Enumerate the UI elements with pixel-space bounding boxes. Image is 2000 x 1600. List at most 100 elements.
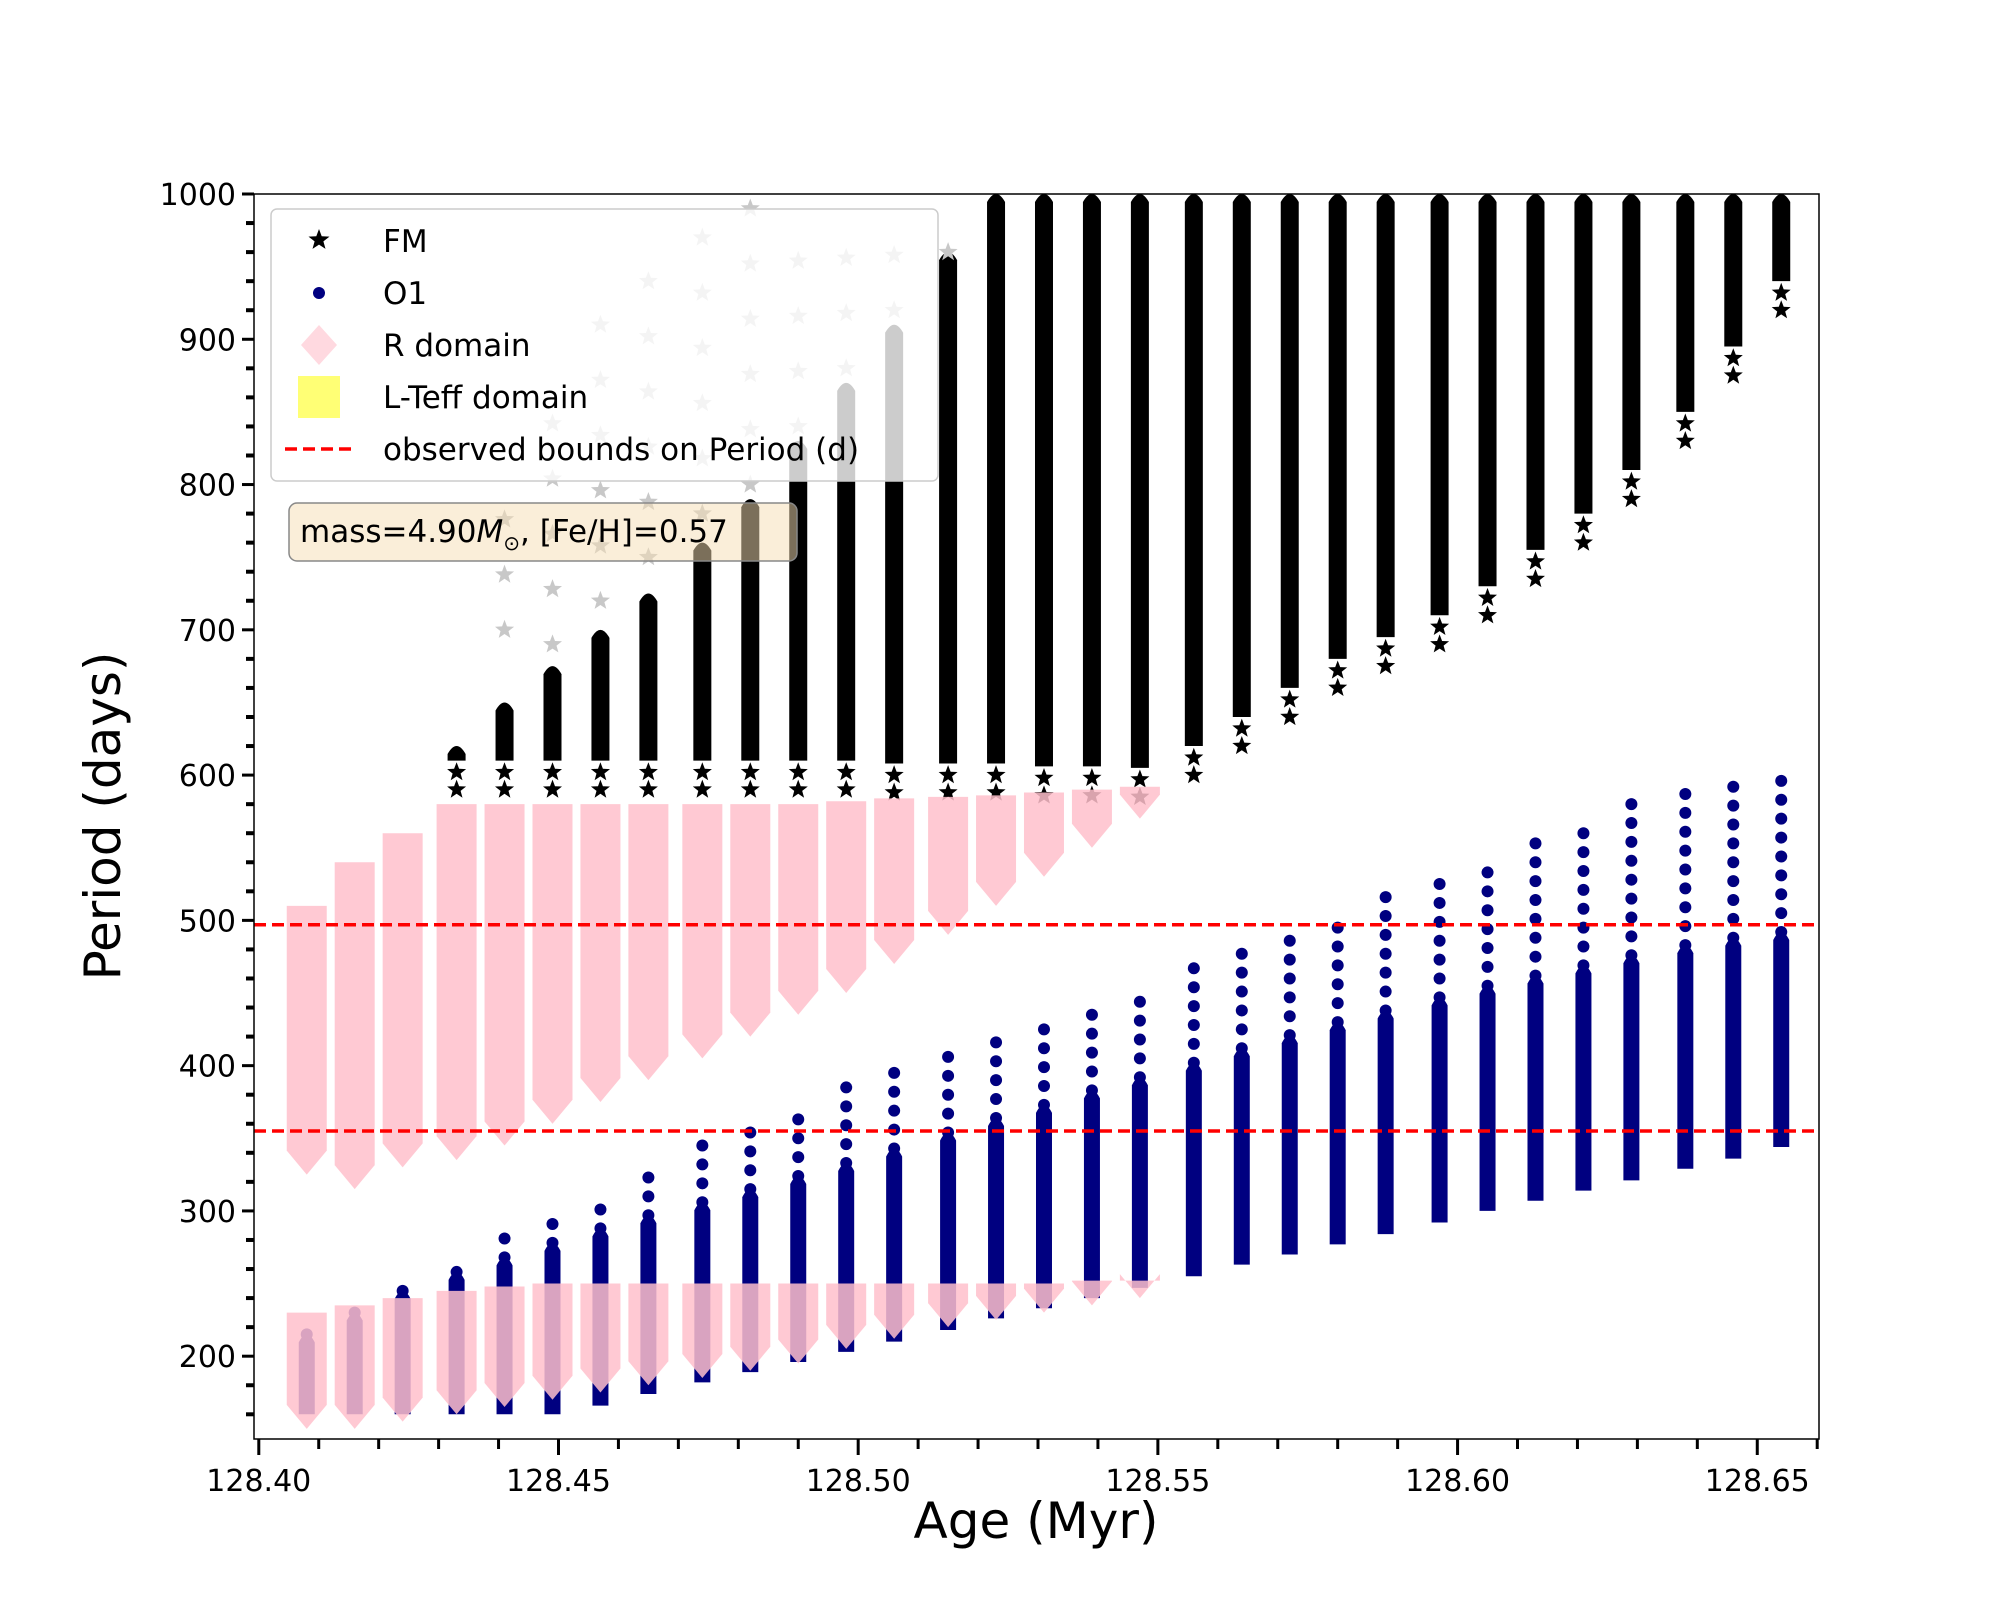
- o1-loop: [1479, 866, 1496, 1211]
- fm-point: [986, 782, 1006, 801]
- fm-dense-band: [1184, 194, 1203, 747]
- o1-point: [1727, 875, 1740, 888]
- o1-point: [1331, 959, 1344, 972]
- o1-dense-band: [1281, 1035, 1298, 1255]
- fm-dense-band: [1574, 194, 1593, 514]
- fm-dense-band: [1622, 194, 1641, 471]
- o1-point: [1625, 873, 1638, 886]
- fm-point: [1723, 348, 1743, 367]
- r-domain-band: [1023, 1283, 1064, 1313]
- o1-point: [1187, 981, 1200, 994]
- fm-point: [1478, 587, 1497, 606]
- r-domain-loop: [976, 795, 1017, 1320]
- fm-loop: [543, 666, 562, 798]
- o1-point: [1379, 985, 1392, 998]
- fm-series: [447, 194, 1791, 805]
- fm-point: [1280, 689, 1300, 708]
- y-tick-label: 900: [179, 323, 236, 358]
- o1-dense-band: [1575, 965, 1592, 1191]
- fm-point: [692, 762, 712, 781]
- axis-ticks: 200 300 400 500 600 700 800 900 1000 128.40 128.45…: [160, 178, 1819, 1499]
- o1-point: [642, 1171, 655, 1184]
- o1-point: [942, 1107, 955, 1120]
- o1-point: [888, 1104, 901, 1117]
- fm-dense-band: [987, 194, 1006, 764]
- o1-point: [792, 1170, 805, 1183]
- o1-point: [1133, 1052, 1146, 1065]
- fm-dense-band: [1430, 194, 1449, 616]
- fm-point: [1376, 638, 1396, 657]
- o1-point: [1679, 806, 1692, 819]
- y-tick-label: 500: [179, 904, 236, 939]
- r-domain-band: [382, 1298, 423, 1422]
- o1-loop: [1035, 1023, 1052, 1309]
- o1-point: [942, 1088, 955, 1101]
- fm-point: [1621, 489, 1641, 508]
- fm-faded-loop: [938, 242, 958, 261]
- fm-point: [1771, 282, 1791, 301]
- o1-point: [1727, 818, 1740, 831]
- r-domain-band: [628, 1283, 669, 1386]
- fm-point: [1184, 765, 1204, 784]
- r-domain-loop: [436, 804, 477, 1415]
- o1-point: [1331, 978, 1344, 991]
- fm-faded-point: [543, 579, 562, 598]
- r-domain-loop: [874, 798, 915, 1339]
- o1-point: [1187, 1056, 1200, 1069]
- o1-point: [990, 1036, 1003, 1049]
- o1-point: [1529, 856, 1542, 869]
- o1-point: [1529, 875, 1542, 888]
- o1-point: [1379, 891, 1392, 904]
- o1-point: [594, 1203, 607, 1216]
- o1-point: [1577, 883, 1590, 896]
- o1-loop: [1377, 891, 1394, 1235]
- o1-point: [990, 1074, 1003, 1087]
- o1-point: [1235, 966, 1248, 979]
- fm-point: [1328, 677, 1348, 696]
- o1-dense-band: [1233, 1048, 1250, 1265]
- r-domain-band: [484, 1286, 525, 1408]
- y-tick-label: 300: [179, 1195, 236, 1230]
- r-domain-band: [1071, 789, 1112, 848]
- o1-point: [1727, 912, 1740, 925]
- o1-point: [1775, 869, 1788, 882]
- o1-dense-band: [940, 1132, 957, 1331]
- fm-point: [788, 762, 808, 781]
- observed-bounds-lines: [254, 922, 1819, 1133]
- fm-dense-band: [495, 702, 514, 761]
- fm-loop: [638, 593, 658, 798]
- r-domain-band: [928, 796, 969, 935]
- fm-point: [638, 762, 658, 781]
- o1-point: [1529, 912, 1542, 925]
- o1-point: [1187, 1018, 1200, 1031]
- o1-point: [498, 1251, 511, 1264]
- r-domain-series: [286, 786, 1160, 1429]
- r-domain-band: [334, 1305, 375, 1429]
- fm-point: [495, 762, 515, 781]
- x-tick-label: 128.65: [1705, 1464, 1810, 1499]
- o1-point: [1133, 1033, 1146, 1046]
- o1-point: [744, 1183, 757, 1196]
- fm-loop: [1675, 194, 1695, 450]
- fm-dense-band: [939, 252, 958, 764]
- o1-loop: [1623, 798, 1640, 1181]
- fm-dense-band: [1082, 194, 1101, 767]
- r-domain-band: [580, 1283, 621, 1393]
- r-domain-loop: [682, 804, 723, 1378]
- fm-point: [447, 762, 467, 781]
- fm-point: [1573, 532, 1593, 551]
- y-tick-label: 1000: [160, 178, 236, 213]
- o1-point: [1085, 1046, 1098, 1059]
- r-domain-loop: [928, 796, 969, 1328]
- y-tick-label: 600: [179, 759, 236, 794]
- o1-point: [1283, 934, 1296, 947]
- o1-point: [696, 1139, 709, 1152]
- o1-point: [1577, 940, 1590, 953]
- x-tick-label: 128.55: [1105, 1464, 1210, 1499]
- o1-point: [1775, 850, 1788, 863]
- o1-point: [642, 1209, 655, 1222]
- o1-point: [1235, 947, 1248, 960]
- o1-dense-band: [1131, 1077, 1148, 1288]
- o1-point: [1529, 894, 1542, 907]
- o1-point: [942, 1050, 955, 1063]
